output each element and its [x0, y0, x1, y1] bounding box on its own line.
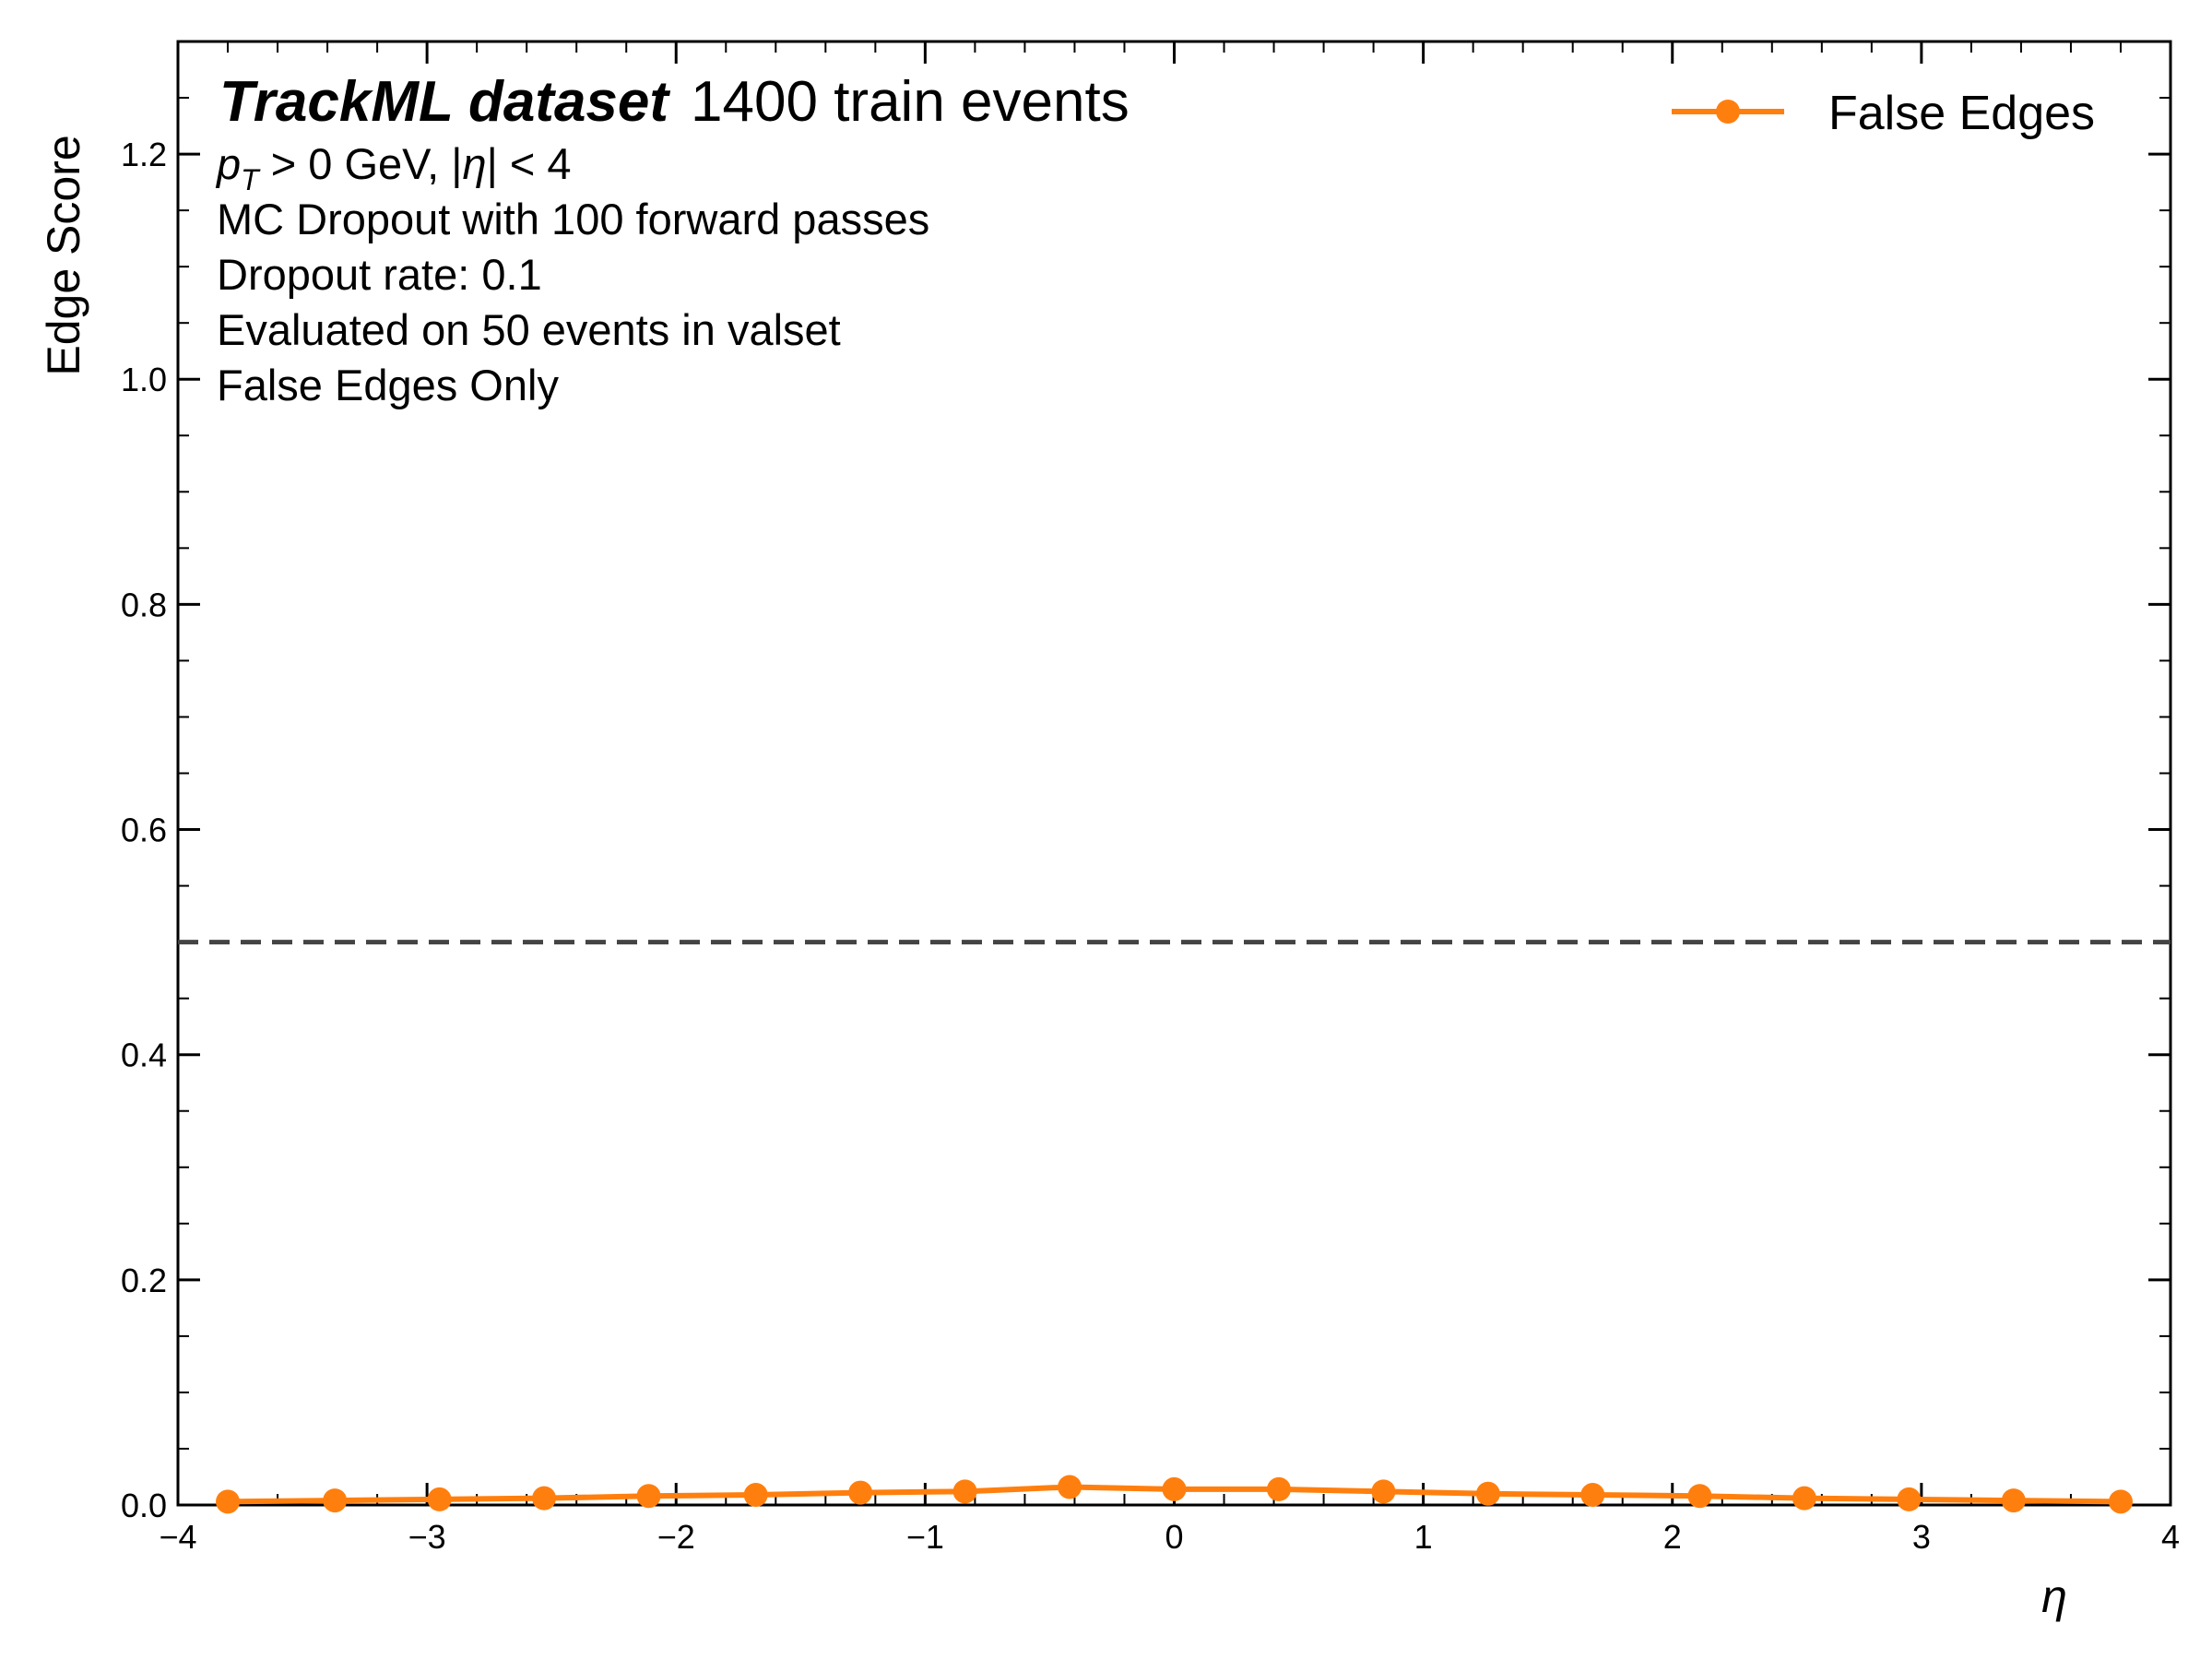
data-point: [1058, 1475, 1082, 1499]
subtitle-label: 1400 train events: [691, 70, 1130, 134]
brand-label: TrackML dataset: [219, 70, 670, 134]
legend-label-false-edges: False Edges: [1828, 87, 2095, 140]
data-point: [427, 1487, 452, 1511]
data-point: [1475, 1481, 1500, 1506]
data-point: [952, 1479, 977, 1504]
pt-cut-text: > 0 GeV, |: [259, 139, 463, 188]
data-point: [1266, 1476, 1291, 1501]
pt-subscript: T: [241, 163, 261, 196]
annotation-false-edges-only: False Edges Only: [217, 361, 559, 409]
eta-symbol: η: [463, 139, 487, 188]
y-tick-label: 0.8: [121, 586, 167, 623]
x-tick-label: 1: [1414, 1518, 1433, 1556]
data-point: [532, 1486, 557, 1511]
x-tick-label: 0: [1165, 1518, 1183, 1556]
data-point: [1162, 1476, 1187, 1501]
dataset-title: TrackML dataset 1400 train events: [219, 70, 1130, 134]
pt-symbol: p: [215, 139, 241, 188]
data-point: [848, 1480, 873, 1505]
x-tick-label: 4: [2161, 1518, 2180, 1556]
data-point: [1687, 1484, 1712, 1509]
data-point: [1792, 1486, 1816, 1511]
eta-cut-text: | < 4: [487, 139, 572, 188]
data-point: [636, 1484, 661, 1509]
x-axis: −4 −3 −2 −1 0 1 2 3 4: [159, 41, 2180, 1556]
y-tick-label: 0.6: [121, 812, 167, 849]
data-point: [2001, 1488, 2026, 1513]
data-point: [1371, 1479, 1396, 1504]
data-point: [1580, 1483, 1605, 1508]
x-tick-label: 2: [1663, 1518, 1682, 1556]
legend: False Edges: [1672, 87, 2095, 140]
y-tick-label: 0.0: [121, 1487, 167, 1524]
cut-annotation: pT > 0 GeV, |η| < 4: [215, 139, 572, 196]
annotation-dropout-rate: Dropout rate: 0.1: [217, 250, 542, 299]
x-tick-label: −2: [657, 1518, 695, 1556]
y-axis-label: Edge Score: [38, 135, 89, 375]
y-tick-label: 0.4: [121, 1037, 167, 1074]
annotation-mc-dropout: MC Dropout with 100 forward passes: [217, 195, 929, 243]
data-point: [323, 1488, 348, 1513]
legend-marker-false-edges: [1716, 100, 1740, 124]
data-point: [216, 1489, 241, 1514]
x-tick-label: −3: [408, 1518, 446, 1556]
data-point: [1897, 1487, 1922, 1511]
y-tick-label: 0.2: [121, 1262, 167, 1299]
x-tick-label: 3: [1912, 1518, 1931, 1556]
data-point: [2108, 1489, 2133, 1514]
series-false-edges: [216, 1475, 2133, 1514]
y-axis: 0.0 0.2 0.4 0.6 0.8 1.0 1.2: [121, 97, 2171, 1524]
annotation-eval-events: Evaluated on 50 events in valset: [217, 305, 841, 354]
x-tick-label: −1: [906, 1518, 944, 1556]
y-tick-label: 1.2: [121, 136, 167, 173]
y-tick-label: 1.0: [121, 361, 167, 398]
x-tick-label: −4: [159, 1518, 196, 1556]
data-point: [743, 1483, 768, 1508]
x-axis-label: η: [2041, 1570, 2067, 1622]
